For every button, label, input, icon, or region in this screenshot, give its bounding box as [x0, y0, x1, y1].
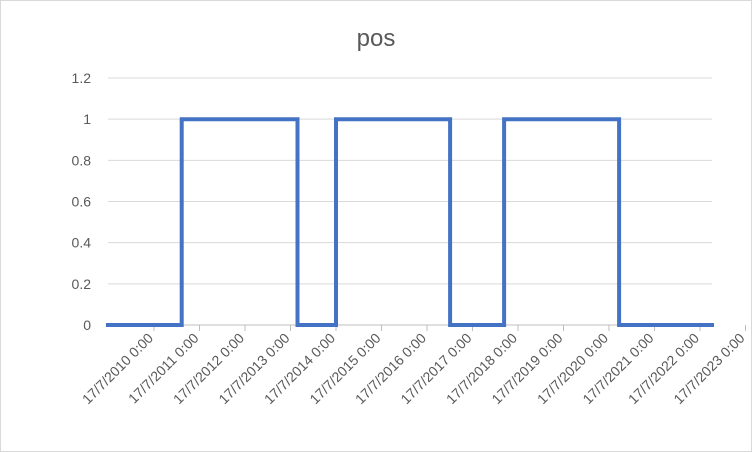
- chart-title: pos: [357, 25, 396, 52]
- y-tick-label: 0.4: [72, 235, 92, 251]
- y-tick-label: 0: [83, 317, 91, 333]
- y-tick-label: 1: [83, 111, 91, 127]
- y-tick-label: 1.2: [72, 70, 92, 86]
- y-tick-label: 0.8: [72, 152, 92, 168]
- series-line-0: [106, 117, 714, 327]
- y-axis-ticks: 0 0.2 0.4 0.6 0.8 1 1.2: [72, 70, 92, 333]
- y-tick-label: 0.2: [72, 276, 92, 292]
- gridlines: [108, 77, 712, 326]
- y-tick-label: 0.6: [72, 194, 92, 210]
- series-layer: [106, 117, 714, 327]
